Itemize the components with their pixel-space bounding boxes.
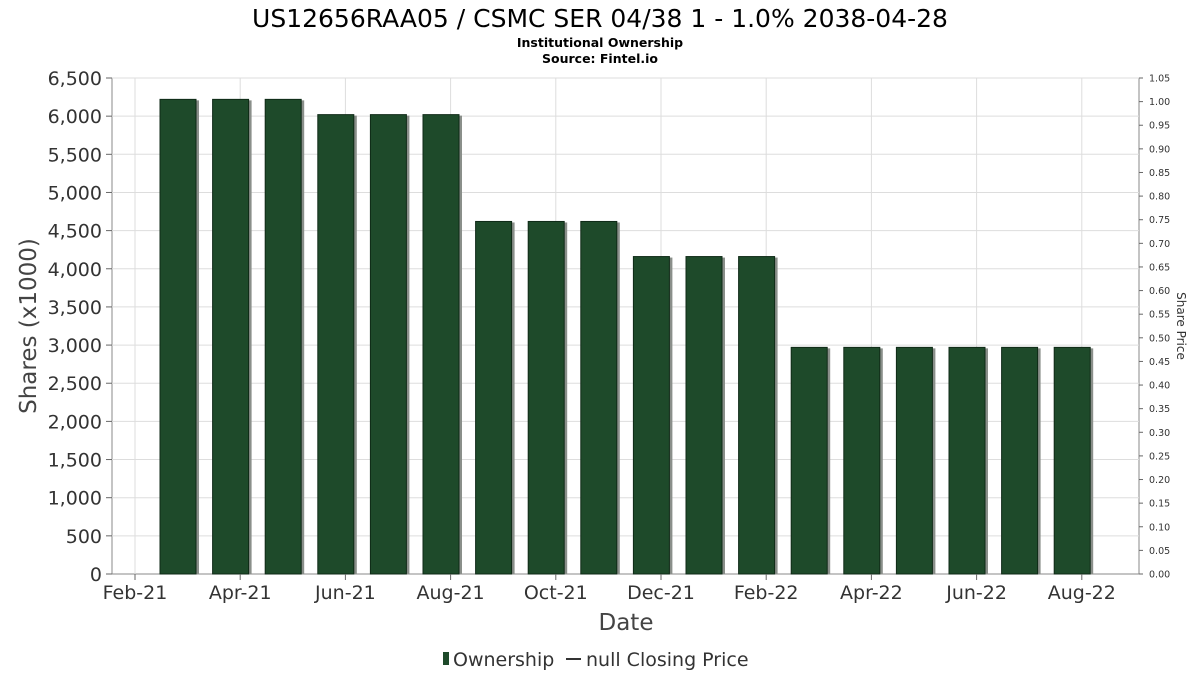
legend-price-label: null Closing Price [586, 649, 749, 671]
y2-tick-label: 0.20 [1149, 475, 1170, 486]
y2-tick-label: 0.30 [1149, 428, 1170, 439]
y-tick-label: 1,500 [48, 450, 102, 472]
y-tick-label: 500 [66, 526, 102, 548]
y2-tick-label: 0.90 [1149, 144, 1170, 155]
y-axis: 0 500 1,000 1,500 2,000 2,500 3,000 3,500 4,000 4… [48, 68, 112, 586]
y2-tick-label: 0.45 [1149, 357, 1170, 368]
y2-tick-label: 0.85 [1149, 168, 1170, 179]
y2-tick-label: 0.60 [1149, 286, 1170, 297]
ownership-bar [422, 114, 460, 575]
y2-tick-label: 0.05 [1149, 546, 1170, 557]
x-tick-label: Aug-22 [1048, 582, 1116, 604]
ownership-bar [1001, 346, 1039, 575]
secondary-y-axis: 0.00 0.05 0.10 0.15 0.20 0.25 0.30 0.35 0.40 0.45… [1139, 74, 1170, 581]
chart-subtitle-1: Institutional Ownership [517, 35, 683, 50]
chart-title: US12656RAA05 / CSMC SER 04/38 1 - 1.0% 2… [252, 4, 948, 33]
y2-tick-label: 1.00 [1149, 97, 1170, 108]
ownership-bar [159, 98, 197, 575]
ownership-bar [369, 114, 407, 575]
ownership-bar [738, 256, 776, 575]
y2-tick-label: 0.65 [1149, 262, 1170, 273]
chart-subtitle-2: Source: Fintel.io [542, 51, 658, 66]
y-axis-label: Shares (x1000) [16, 238, 42, 414]
legend-ownership-label: Ownership [453, 649, 554, 671]
y-tick-label: 0 [90, 564, 102, 586]
x-axis: Feb-21 Apr-21 Jun-21 Aug-21 Oct-21 Dec-21 Feb-… [103, 574, 1116, 604]
y2-tick-label: 0.15 [1149, 499, 1170, 510]
ownership-bar [317, 114, 355, 575]
x-axis-label: Date [599, 610, 654, 636]
y2-tick-label: 0.40 [1149, 381, 1170, 392]
ownership-bar [632, 256, 670, 575]
y2-tick-label: 1.05 [1149, 74, 1170, 85]
y2-tick-label: 0.80 [1149, 192, 1170, 203]
y-tick-label: 2,500 [48, 373, 102, 395]
x-tick-label: Feb-21 [103, 582, 168, 604]
x-tick-label: Apr-22 [840, 582, 903, 604]
y-tick-label: 3,000 [48, 335, 102, 357]
x-tick-label: Oct-21 [524, 582, 588, 604]
x-tick-label: Feb-22 [734, 582, 799, 604]
y2-tick-label: 0.25 [1149, 451, 1170, 462]
x-tick-label: Jun-22 [945, 582, 1007, 604]
y-tick-label: 4,500 [48, 221, 102, 243]
ownership-bar [895, 346, 933, 575]
ownership-bar [527, 220, 565, 575]
ownership-bar [948, 346, 986, 575]
y-tick-label: 4,000 [48, 259, 102, 281]
ownership-bar [685, 256, 723, 575]
ownership-bar [475, 220, 513, 575]
y-tick-label: 6,000 [48, 106, 102, 128]
y-tick-label: 3,500 [48, 297, 102, 319]
y-tick-label: 5,500 [48, 144, 102, 166]
x-tick-label: Dec-21 [627, 582, 695, 604]
y2-tick-label: 0.75 [1149, 215, 1170, 226]
ownership-bar [212, 98, 250, 575]
ownership-bar [843, 346, 881, 575]
ownership-bar [790, 346, 828, 575]
ownership-bar [580, 220, 618, 575]
ownership-bar [264, 98, 302, 575]
y2-tick-label: 0.95 [1149, 121, 1170, 132]
y2-tick-label: 0.55 [1149, 310, 1170, 321]
x-tick-label: Apr-21 [209, 582, 272, 604]
y2-axis-label: Share Price [1174, 292, 1188, 360]
y2-tick-label: 0.50 [1149, 333, 1170, 344]
y-tick-label: 1,000 [48, 488, 102, 510]
y2-tick-label: 0.70 [1149, 239, 1170, 250]
y2-tick-label: 0.10 [1149, 522, 1170, 533]
y-tick-label: 6,500 [48, 68, 102, 90]
y2-tick-label: 0.00 [1149, 570, 1170, 581]
ownership-bar [1053, 346, 1091, 575]
bars-layer [159, 98, 1094, 575]
legend: Ownership null Closing Price [443, 649, 749, 671]
legend-ownership-swatch [443, 652, 449, 665]
x-tick-label: Aug-21 [417, 582, 485, 604]
y-tick-label: 5,000 [48, 182, 102, 204]
y-tick-label: 2,000 [48, 411, 102, 433]
x-tick-label: Jun-21 [314, 582, 376, 604]
y2-tick-label: 0.35 [1149, 404, 1170, 415]
